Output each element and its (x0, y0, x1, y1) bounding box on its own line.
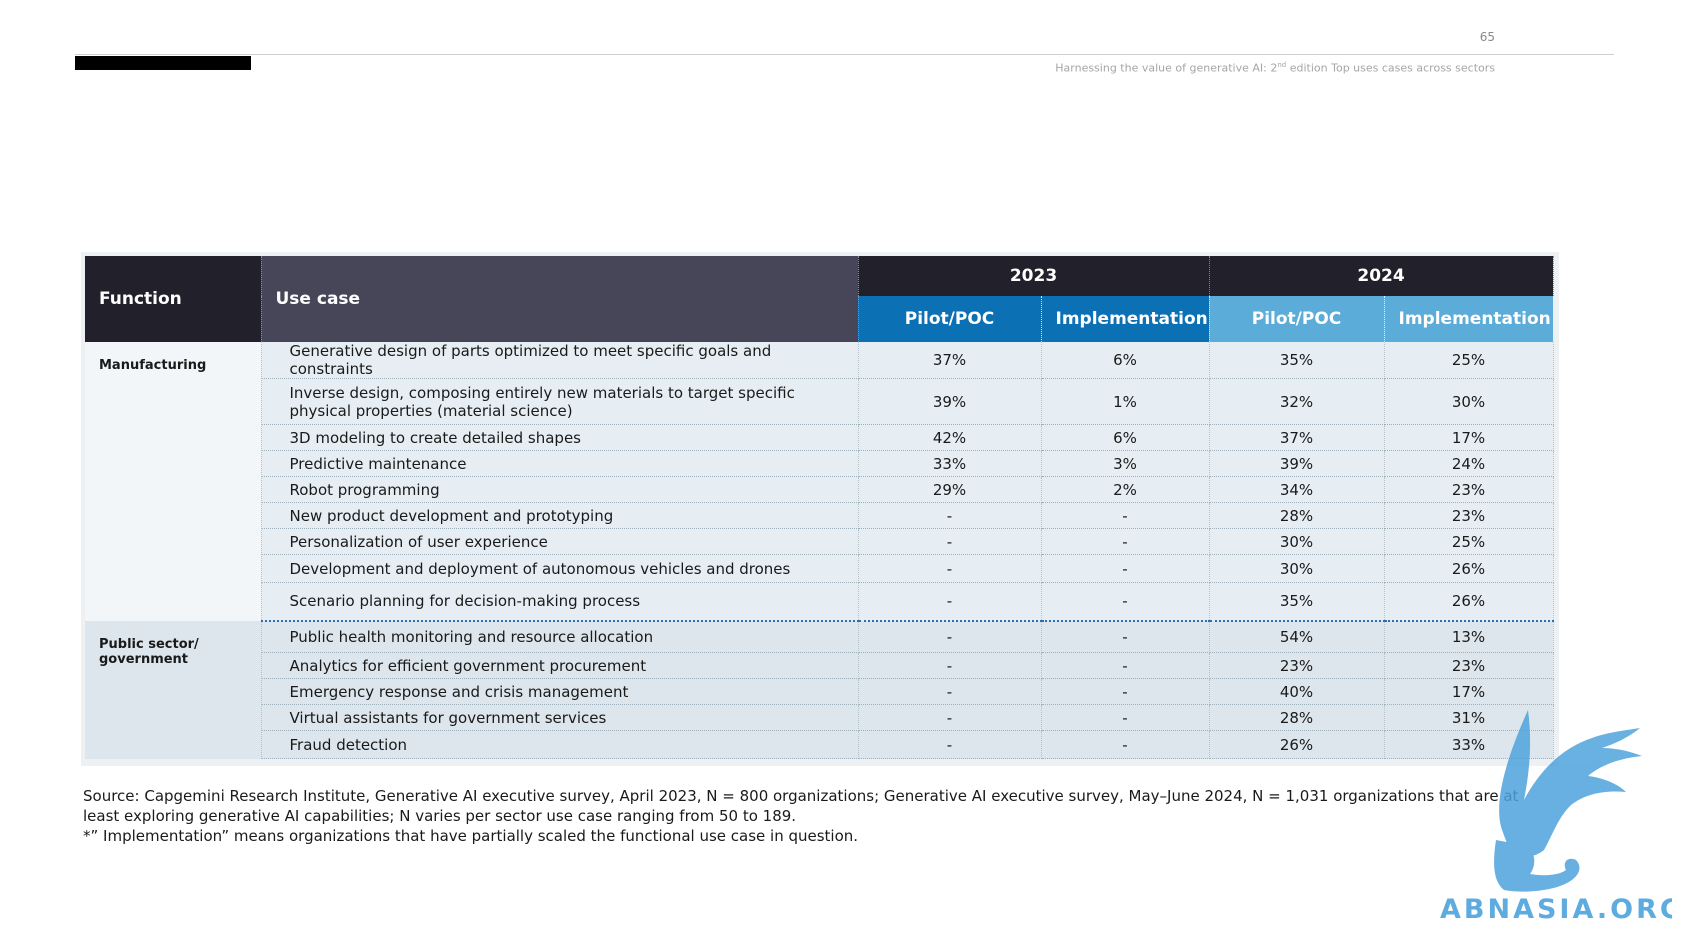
source-note: Source: Capgemini Research Institute, Ge… (83, 787, 1519, 825)
header-2023-pilot: Pilot/POC (858, 296, 1042, 342)
function-manufacturing: Manufacturing (85, 342, 262, 621)
pilot-2024-cell: 35% (1209, 342, 1385, 379)
pilot-2023-cell: - (858, 652, 1042, 679)
page-number: 65 (1479, 30, 1495, 44)
implementation-2024-cell: 26% (1384, 554, 1554, 583)
pilot-2024-cell: 54% (1209, 620, 1385, 653)
use-case-cell: 3D modeling to create detailed shapes (261, 424, 859, 451)
header-use-case: Use case (261, 256, 859, 342)
implementation-2024-cell: 23% (1384, 502, 1554, 529)
use-case-cell: Inverse design, composing entirely new m… (261, 378, 859, 425)
pilot-2024-cell: 40% (1209, 678, 1385, 705)
implementation-2023-cell: 6% (1041, 342, 1210, 379)
pilot-2023-cell: - (858, 730, 1042, 759)
implementation-2024-cell: 24% (1384, 450, 1554, 477)
pilot-2024-cell: 30% (1209, 554, 1385, 583)
pilot-2023-cell: - (858, 554, 1042, 583)
implementation-2024-cell: 26% (1384, 582, 1554, 622)
implementation-2024-cell: 23% (1384, 652, 1554, 679)
pilot-2023-cell: - (858, 502, 1042, 529)
implementation-2023-cell: - (1041, 582, 1210, 622)
use-case-table: Function Use case 2023 2024 Pilot/POC Im… (85, 256, 1554, 759)
implementation-2023-cell: - (1041, 730, 1210, 759)
implementation-2023-cell: - (1041, 620, 1210, 653)
implementation-2024-cell: 23% (1384, 476, 1554, 503)
pilot-2024-cell: 34% (1209, 476, 1385, 503)
pilot-2023-cell: - (858, 528, 1042, 555)
use-case-cell: Development and deployment of autonomous… (261, 554, 859, 583)
use-case-cell: Scenario planning for decision-making pr… (261, 582, 859, 622)
function-public-sector: Public sector/ government (85, 620, 262, 759)
use-case-cell: Public health monitoring and resource al… (261, 620, 859, 653)
pilot-2024-cell: 30% (1209, 528, 1385, 555)
header-function: Function (85, 256, 262, 342)
pilot-2024-cell: 28% (1209, 704, 1385, 731)
pilot-2023-cell: - (858, 678, 1042, 705)
pilot-2024-cell: 37% (1209, 424, 1385, 451)
pilot-2023-cell: - (858, 582, 1042, 622)
pilot-2023-cell: - (858, 620, 1042, 653)
use-case-cell: Robot programming (261, 476, 859, 503)
use-case-cell: Emergency response and crisis management (261, 678, 859, 705)
pilot-2023-cell: - (858, 704, 1042, 731)
implementation-2024-cell: 17% (1384, 678, 1554, 705)
pilot-2024-cell: 28% (1209, 502, 1385, 529)
header-rule (75, 54, 1614, 55)
pilot-2023-cell: 42% (858, 424, 1042, 451)
pilot-2023-cell: 33% (858, 450, 1042, 477)
pilot-2024-cell: 26% (1209, 730, 1385, 759)
pilot-2024-cell: 35% (1209, 582, 1385, 622)
use-case-cell: Personalization of user experience (261, 528, 859, 555)
pilot-2024-cell: 23% (1209, 652, 1385, 679)
implementation-2023-cell: 2% (1041, 476, 1210, 503)
use-case-cell: Virtual assistants for government servic… (261, 704, 859, 731)
use-case-cell: Predictive maintenance (261, 450, 859, 477)
header-year-2024: 2024 (1209, 256, 1554, 296)
use-case-cell: Analytics for efficient government procu… (261, 652, 859, 679)
implementation-2024-cell: 17% (1384, 424, 1554, 451)
implementation-2023-cell: - (1041, 652, 1210, 679)
implementation-2023-cell: - (1041, 678, 1210, 705)
implementation-2023-cell: - (1041, 502, 1210, 529)
watermark-text: ABNASIA.ORG (1440, 894, 1672, 922)
implementation-2024-cell: 13% (1384, 620, 1554, 653)
header-accent-bar (75, 56, 251, 70)
implementation-2023-cell: - (1041, 554, 1210, 583)
griffin-icon: ABNASIA.ORG (1440, 710, 1672, 922)
implementation-2023-cell: - (1041, 528, 1210, 555)
implementation-2023-cell: 1% (1041, 378, 1210, 425)
pilot-2023-cell: 39% (858, 378, 1042, 425)
implementation-2024-cell: 30% (1384, 378, 1554, 425)
implementation-2023-cell: 6% (1041, 424, 1210, 451)
pilot-2024-cell: 39% (1209, 450, 1385, 477)
footnotes: Source: Capgemini Research Institute, Ge… (83, 786, 1533, 846)
implementation-note: *” Implementation” means organizations t… (83, 827, 859, 845)
running-title: Harnessing the value of generative AI: 2… (1055, 61, 1495, 75)
header-2023-implementation: Implementation (1041, 296, 1210, 342)
implementation-2024-cell: 25% (1384, 528, 1554, 555)
pilot-2024-cell: 32% (1209, 378, 1385, 425)
use-case-cell: Generative design of parts optimized to … (261, 342, 859, 379)
pilot-2023-cell: 29% (858, 476, 1042, 503)
header-2024-pilot: Pilot/POC (1209, 296, 1385, 342)
header-2024-implementation: Implementation (1384, 296, 1554, 342)
header-year-2023: 2023 (858, 256, 1210, 296)
use-case-cell: New product development and prototyping (261, 502, 859, 529)
implementation-2024-cell: 25% (1384, 342, 1554, 379)
use-case-cell: Fraud detection (261, 730, 859, 759)
use-case-table-container: Function Use case 2023 2024 Pilot/POC Im… (81, 252, 1559, 766)
implementation-2023-cell: 3% (1041, 450, 1210, 477)
pilot-2023-cell: 37% (858, 342, 1042, 379)
implementation-2023-cell: - (1041, 704, 1210, 731)
